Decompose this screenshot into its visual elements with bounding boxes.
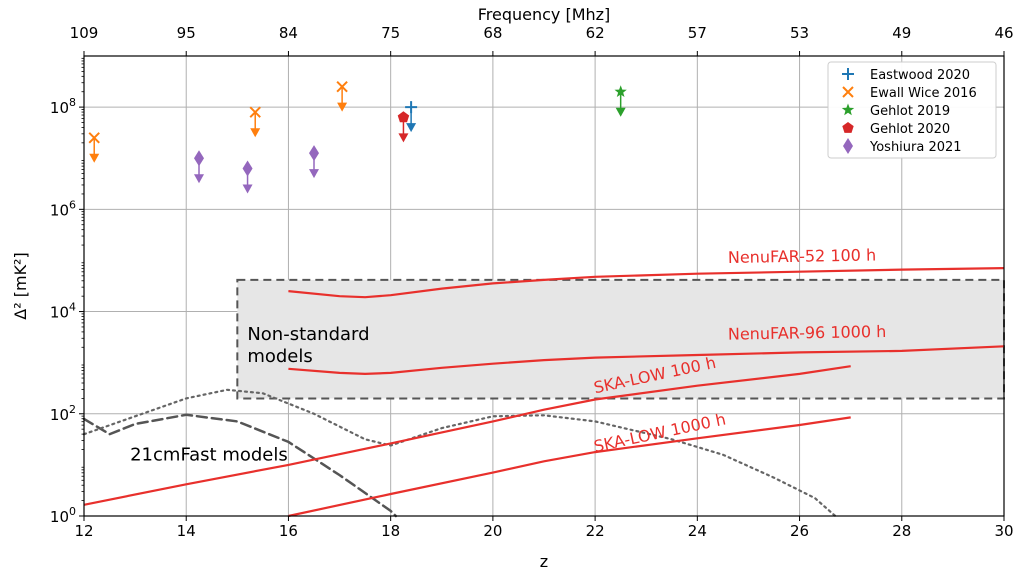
top-tick-label: 49 — [892, 24, 911, 42]
top-axis-label: Frequency [Mhz] — [478, 5, 611, 24]
yoshiura-2021-legend-icon — [843, 138, 853, 154]
gehlot-2019-legend-icon — [841, 103, 855, 116]
x-axis-label: z — [540, 552, 548, 571]
top-tick-label: 68 — [483, 24, 502, 42]
legend-entry-gehlot-2020: Gehlot 2020 — [842, 122, 950, 137]
top-tick-label: 46 — [994, 24, 1013, 42]
ska-low-1000-h-curve — [288, 416, 851, 518]
yoshiura-2021-marker — [194, 150, 204, 167]
top-tick-label: 75 — [381, 24, 400, 42]
ewall-wice-2016-marker — [88, 132, 100, 144]
y-axis-label: Δ² [mK²] — [11, 252, 30, 319]
x-tick-label: 26 — [790, 522, 809, 540]
yoshiura-2021-marker — [309, 145, 319, 162]
x-tick-label: 24 — [688, 522, 707, 540]
yoshiura-2021-marker — [242, 160, 253, 177]
eastwood-2020-point — [405, 101, 418, 133]
axes-frame — [83, 55, 1005, 517]
y-tick-label: 108 — [50, 96, 76, 117]
ewall-wice-2016-marker — [249, 106, 261, 118]
model-curves — [82, 388, 837, 518]
x-tick-label: 18 — [381, 522, 400, 540]
x-tick-label: 14 — [177, 522, 196, 540]
top-tick-label: 84 — [279, 24, 298, 42]
x-tick-label: 22 — [586, 522, 605, 540]
ewall-wice-2016-legend-icon — [842, 86, 854, 98]
legend-label: Gehlot 2020 — [870, 122, 950, 137]
top-tick-label: 95 — [177, 24, 196, 42]
nenufar-96-1000-h-label: NenuFAR-96 1000 h — [728, 322, 887, 344]
top-tick-label: 109 — [70, 24, 99, 42]
legend-entry-yoshiura-2021: Yoshiura 2021 — [843, 138, 962, 155]
21cmfast-dashed-curve — [82, 413, 398, 518]
ewall-wice-2016-marker — [336, 80, 348, 93]
nenufar-52-100-h-curve — [288, 267, 1005, 299]
21cmfast-dotted-curve — [82, 388, 837, 518]
plot-frame — [79, 51, 1005, 521]
ewall-wice-2016-point — [336, 80, 348, 112]
gehlot-2020-legend-icon — [842, 122, 854, 133]
gehlot-2020-point — [397, 111, 410, 143]
nenufar-52-100-h-label: NenuFAR-52 100 h — [728, 245, 877, 267]
ewall-wice-2016-point — [88, 132, 100, 163]
legend-label: Eastwood 2020 — [870, 68, 970, 83]
x-tick-label: 12 — [74, 522, 93, 540]
legend-label: Yoshiura 2021 — [869, 140, 962, 155]
yoshiura-2021-point — [242, 160, 253, 194]
y-tick-label: 102 — [50, 403, 76, 424]
region-label-line: Non-standard — [247, 324, 369, 345]
legend-entry-ewall-wice-2016: Ewall Wice 2016 — [842, 86, 977, 101]
legend-box — [827, 61, 997, 159]
top-tick-label: 62 — [586, 24, 605, 42]
top-tick-label: 57 — [688, 24, 707, 42]
y-tick-label: 106 — [50, 198, 76, 219]
x-tick-label: 28 — [892, 522, 911, 540]
x-tick-label: 30 — [994, 522, 1013, 540]
legend-label: Gehlot 2019 — [870, 104, 950, 119]
yoshiura-2021-point — [309, 145, 319, 179]
ska-low-100-h-curve — [83, 365, 851, 506]
legend-label: Ewall Wice 2016 — [870, 86, 977, 101]
sensitivity-curves — [83, 267, 1005, 518]
tick-labels: 12 14 16 18 20 22 24 26 28 30 109 95 84 75 68 62 57 53 49 4… — [11, 5, 1014, 571]
eastwood-2020-marker — [405, 101, 418, 114]
region-label-line: models — [247, 346, 312, 367]
legend-entry-eastwood-2020: Eastwood 2020 — [842, 68, 970, 83]
eastwood-2020-legend-icon — [842, 68, 854, 80]
nenufar-96-1000-h-curve — [288, 345, 1005, 376]
upper-limit-markers — [88, 80, 627, 194]
y-tick-label: 100 — [50, 505, 76, 526]
x-tick-label: 20 — [483, 522, 502, 540]
gehlot-2019-marker — [614, 85, 627, 97]
gehlot-2020-marker — [397, 111, 410, 123]
top-tick-label: 53 — [790, 24, 809, 42]
yoshiura-2021-point — [194, 150, 204, 184]
x-tick-label: 16 — [279, 522, 298, 540]
model-annotation: 21cmFast models — [130, 445, 288, 466]
legend: Eastwood 2020 Ewall Wice 2016 Gehlot 2019 G… — [827, 61, 997, 159]
ewall-wice-2016-point — [249, 106, 261, 138]
y-tick-label: 104 — [50, 301, 76, 322]
legend-entry-gehlot-2019: Gehlot 2019 — [841, 103, 950, 119]
gehlot-2019-point — [614, 85, 627, 117]
